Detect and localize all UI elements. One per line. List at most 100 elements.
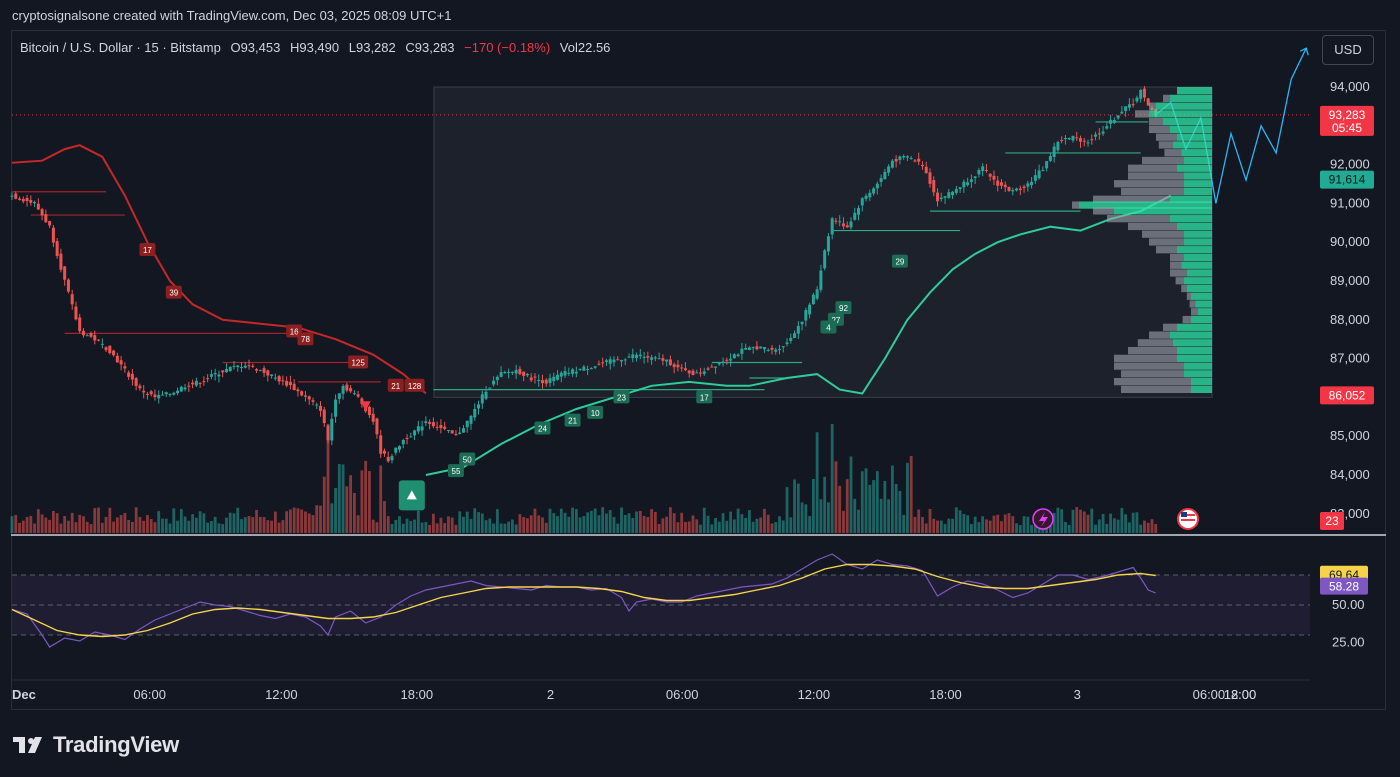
candle-body — [228, 366, 232, 372]
candle-body — [194, 380, 198, 386]
candle-body — [650, 357, 654, 360]
volume-bar — [14, 514, 18, 533]
legend-symbol[interactable]: Bitcoin / U.S. Dollar · 15 · Bitstamp — [20, 40, 221, 55]
candle-body — [890, 160, 894, 168]
currency-button[interactable]: USD — [1322, 35, 1374, 65]
volume-bar — [296, 508, 300, 533]
candle-body — [424, 421, 428, 424]
volume-profile-row-bear — [1072, 201, 1079, 209]
volume-bar — [10, 516, 14, 533]
volume-bar — [360, 470, 364, 533]
volume-bar — [827, 502, 830, 533]
volume-bar — [127, 519, 131, 533]
candle-body — [1056, 142, 1060, 151]
candle-body — [755, 346, 759, 350]
candle-body — [556, 374, 560, 380]
volume-bar — [1015, 523, 1018, 533]
candle-body — [954, 189, 958, 193]
candle-body — [450, 430, 454, 434]
volume-profile-row-bear — [1149, 125, 1170, 134]
candle-body — [571, 369, 575, 374]
volume-profile-row-bear — [1191, 308, 1198, 316]
candle-body — [352, 393, 356, 395]
candle-body — [646, 356, 650, 358]
signal-label-text: 4 — [826, 324, 831, 333]
candle-body — [1086, 142, 1090, 144]
candle-body — [315, 404, 319, 406]
volume-bar — [134, 507, 138, 533]
legend-low: L93,282 — [348, 40, 396, 55]
candle-body — [138, 385, 142, 389]
signal-label-box — [613, 390, 630, 404]
candle-body — [1075, 137, 1079, 139]
candle-body — [48, 221, 52, 226]
candle-body — [537, 380, 541, 382]
signal-label-box — [165, 285, 182, 299]
chart-credit: cryptosignalsone created with TradingVie… — [12, 8, 452, 23]
candle-body — [236, 365, 240, 368]
candle-body — [657, 358, 661, 360]
candle-body — [593, 366, 597, 368]
flag-stripe — [1181, 519, 1195, 521]
candle-body — [431, 422, 435, 427]
candle-body — [14, 193, 18, 199]
candle-body — [379, 435, 383, 454]
candle-body — [341, 385, 345, 394]
volume-bar — [484, 520, 488, 533]
candle-body — [390, 456, 394, 461]
signal-label-text: 21 — [391, 382, 400, 391]
volume-profile-zone — [433, 86, 1213, 398]
candle-body — [872, 188, 876, 194]
candle-body — [834, 220, 838, 222]
price-tag-box — [1320, 512, 1344, 530]
volume-bar — [973, 516, 977, 533]
volume-bar — [1120, 507, 1124, 533]
candle-body — [277, 376, 281, 382]
candle-body — [104, 347, 108, 351]
volume-bar — [262, 517, 266, 533]
volume-profile-row-bear — [1170, 261, 1182, 269]
volume-bar — [958, 510, 962, 533]
candle-body — [676, 364, 680, 368]
volume-profile-row-bull — [1184, 370, 1212, 378]
volume-profile-row-bear — [1142, 156, 1184, 165]
volume-bar — [736, 508, 740, 533]
candle-body — [1131, 104, 1135, 106]
volume-bar — [635, 511, 638, 533]
volume-bar — [119, 515, 123, 533]
volume-profile-row-bull — [1079, 201, 1212, 209]
volume-bar — [364, 460, 368, 533]
volume-bar — [1112, 518, 1116, 533]
candle-body — [115, 355, 119, 363]
candle-body — [303, 395, 307, 397]
price-axis-tick: 85,000 — [1330, 428, 1370, 443]
volume-bar — [330, 503, 334, 533]
signal-label-box — [696, 390, 713, 404]
volume-bar — [556, 516, 559, 533]
signal-label-text: 50 — [463, 455, 472, 464]
price-tag: 86,052 — [1320, 386, 1374, 405]
volume-profile-row-bull — [1156, 102, 1212, 110]
candle-body — [398, 446, 402, 450]
volume-bar — [112, 521, 115, 533]
volume-bar — [1135, 512, 1139, 533]
rsi-axis-tick: 25.00 — [1332, 635, 1365, 650]
volume-bar — [1067, 524, 1071, 533]
volume-bar — [191, 514, 194, 533]
volume-bar — [616, 523, 620, 533]
candle-body — [85, 335, 89, 337]
candle-body — [747, 347, 751, 350]
candle-body — [413, 430, 417, 436]
chart-frame[interactable] — [11, 30, 1386, 710]
volume-bar — [289, 509, 292, 533]
volume-bar — [97, 507, 100, 533]
candle-body — [608, 359, 612, 364]
volume-bar — [93, 508, 97, 533]
candle-body — [920, 164, 924, 167]
volume-bar — [1097, 519, 1101, 533]
candle-body — [322, 409, 326, 424]
volume-bar — [435, 523, 439, 533]
time-axis-tick: 12:00 — [265, 687, 298, 702]
candle-body — [288, 381, 292, 386]
